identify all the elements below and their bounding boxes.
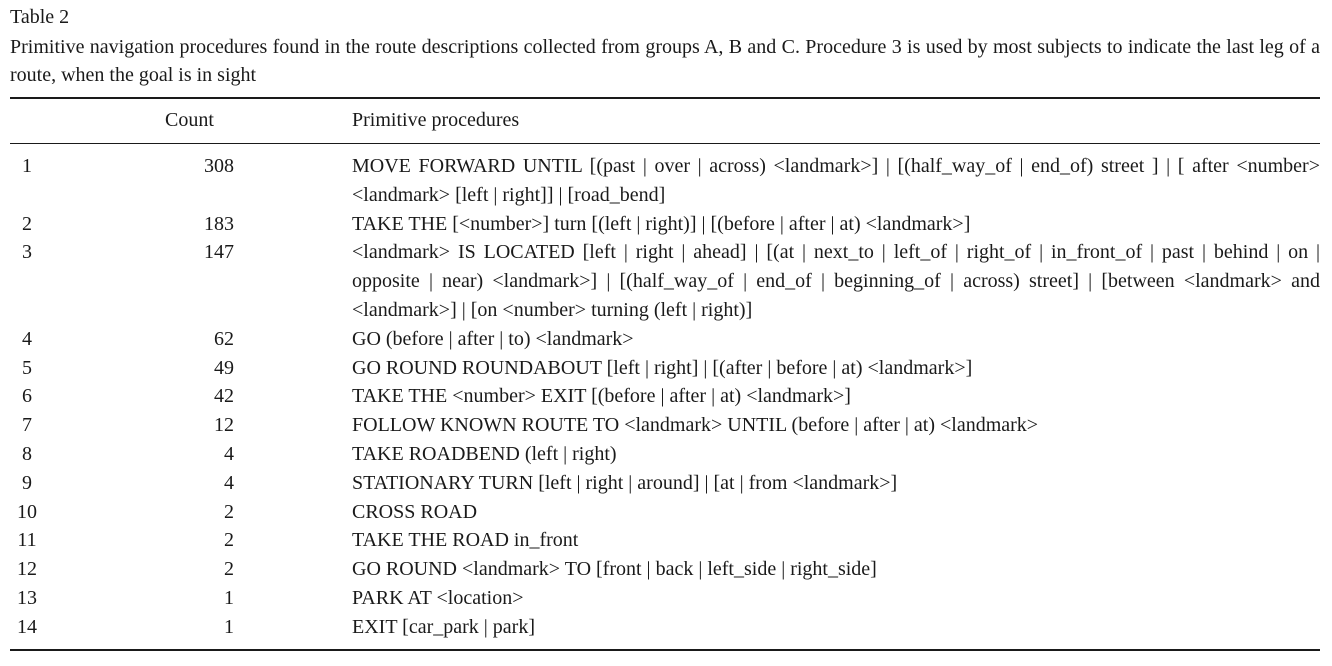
- row-number: 13: [17, 586, 37, 609]
- row-number: 11: [17, 529, 37, 552]
- row-count: 1: [224, 615, 234, 638]
- row-count: 4: [224, 471, 234, 494]
- table-row: 5 49 GO ROUND ROUNDABOUT [left | right] | …: [10, 354, 1320, 383]
- bottom-rule: [10, 649, 1320, 651]
- row-number: 14: [17, 615, 37, 638]
- row-count: 49: [214, 356, 234, 379]
- header-procedures: Primitive procedures: [352, 109, 520, 131]
- row-number: 8: [22, 442, 32, 465]
- row-number: 1: [22, 155, 32, 177]
- table-row: 9 4 STATIONARY TURN [left | right | around…: [10, 469, 1320, 498]
- row-number: 9: [22, 471, 32, 494]
- table-caption: Primitive navigation procedures found in…: [10, 36, 1320, 86]
- row-procedure: EXIT [car_park | park]: [352, 615, 535, 638]
- row-number: 3: [22, 241, 32, 264]
- row-number: 7: [22, 414, 32, 437]
- row-number: 6: [22, 385, 32, 408]
- row-procedure: CROSS ROAD: [352, 500, 478, 523]
- row-count: 2: [224, 529, 234, 552]
- row-count: 12: [214, 414, 234, 437]
- table-row: 8 4 TAKE ROADBEND (left | right): [10, 440, 1320, 469]
- row-number: 5: [22, 356, 32, 379]
- row-procedure: STATIONARY TURN [left | right | around] …: [352, 471, 898, 494]
- row-procedure: TAKE THE [<number>] turn [(left | right)…: [352, 212, 971, 235]
- table-label: Table 2: [10, 6, 70, 28]
- table-row: 10 2 CROSS ROAD: [10, 498, 1320, 527]
- row-count: 2: [224, 558, 234, 581]
- row-procedure: GO ROUND ROUNDABOUT [left | right] | [(a…: [352, 356, 973, 379]
- row-procedure: GO (before | after | to) <landmark>: [352, 327, 634, 350]
- table-row: 13 1 PARK AT <location>: [10, 584, 1320, 613]
- table-row: 7 12 FOLLOW KNOWN ROUTE TO <landmark> UNTI…: [10, 411, 1320, 440]
- header-count: Count: [165, 109, 214, 131]
- table-row: 2 183 TAKE THE [<number>] turn [(left | ri…: [10, 210, 1320, 239]
- table-row: 1 308 MOVE FORWARD UNTIL [(past | over | a…: [10, 152, 1320, 210]
- row-count: 308: [204, 155, 234, 177]
- row-procedure: FOLLOW KNOWN ROUTE TO <landmark> UNTIL (…: [352, 414, 1039, 437]
- row-number: 12: [17, 558, 37, 581]
- row-procedure: TAKE ROADBEND (left | right): [352, 442, 617, 465]
- row-count: 183: [204, 212, 234, 235]
- top-rule: [10, 97, 1320, 99]
- row-count: 62: [214, 327, 234, 350]
- row-count: 4: [224, 442, 234, 465]
- table-body: 1 308 MOVE FORWARD UNTIL [(past | over | a…: [10, 152, 1320, 642]
- table-row: 3 147 <landmark> IS LOCATED [left | right …: [10, 238, 1320, 324]
- row-number: 4: [22, 327, 32, 350]
- table-row: 11 2 TAKE THE ROAD in_front: [10, 526, 1320, 555]
- table-row: 4 62 GO (before | after | to) <landmark>: [10, 325, 1320, 354]
- row-procedure: PARK AT <location>: [352, 586, 524, 609]
- table-row: 6 42 TAKE THE <number> EXIT [(before | aft…: [10, 382, 1320, 411]
- row-procedure: GO ROUND <landmark> TO [front | back | l…: [352, 558, 877, 581]
- row-procedure: <landmark> IS LOCATED [left | right | ah…: [352, 241, 1325, 321]
- row-count: 147: [204, 241, 234, 264]
- row-count: 2: [224, 500, 234, 523]
- table-row: 14 1 EXIT [car_park | park]: [10, 613, 1320, 642]
- row-count: 1: [224, 586, 234, 609]
- row-procedure: TAKE THE ROAD in_front: [352, 529, 579, 552]
- table-row: 12 2 GO ROUND <landmark> TO [front | back …: [10, 555, 1320, 584]
- row-procedure: MOVE FORWARD UNTIL [(past | over | acros…: [352, 155, 1320, 206]
- row-count: 42: [214, 385, 234, 408]
- header-rule: [10, 143, 1320, 144]
- row-procedure: TAKE THE <number> EXIT [(before | after …: [352, 385, 851, 408]
- row-number: 2: [22, 212, 32, 235]
- row-number: 10: [17, 500, 37, 523]
